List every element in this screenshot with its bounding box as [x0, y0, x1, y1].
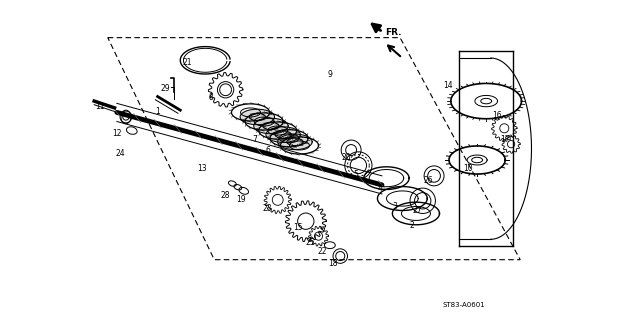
- Text: 1: 1: [155, 107, 160, 116]
- Text: 22: 22: [317, 247, 327, 256]
- Text: 19: 19: [237, 196, 247, 204]
- Text: 11: 11: [96, 102, 105, 111]
- Text: 23: 23: [263, 204, 273, 213]
- Text: 4: 4: [377, 184, 382, 193]
- Text: 15: 15: [293, 223, 303, 232]
- Text: FR.: FR.: [385, 28, 402, 37]
- Polygon shape: [278, 134, 312, 150]
- Text: 10: 10: [463, 164, 473, 173]
- Polygon shape: [266, 127, 301, 142]
- Text: 6: 6: [265, 146, 270, 155]
- Text: 26: 26: [424, 176, 433, 185]
- Text: 8: 8: [208, 93, 213, 102]
- Text: 28: 28: [221, 191, 231, 200]
- Text: 14: 14: [443, 81, 452, 90]
- Text: 21: 21: [182, 58, 192, 67]
- Text: 16: 16: [492, 111, 503, 120]
- Text: 7: 7: [253, 135, 257, 144]
- Text: 25: 25: [306, 238, 315, 247]
- Text: 5: 5: [354, 170, 358, 179]
- Text: 9: 9: [327, 70, 333, 79]
- Text: 12: 12: [112, 129, 122, 138]
- Text: 20: 20: [342, 153, 352, 162]
- Text: 17: 17: [501, 135, 510, 144]
- Polygon shape: [254, 118, 288, 134]
- Text: ST83-A0601: ST83-A0601: [442, 302, 485, 308]
- Text: 29: 29: [161, 84, 170, 93]
- Text: 2: 2: [409, 221, 414, 230]
- Text: 18: 18: [328, 259, 338, 268]
- Polygon shape: [240, 109, 275, 125]
- Text: 3: 3: [392, 202, 397, 211]
- Text: 13: 13: [197, 164, 206, 173]
- Text: 27: 27: [413, 206, 422, 215]
- Text: 24: 24: [115, 149, 125, 158]
